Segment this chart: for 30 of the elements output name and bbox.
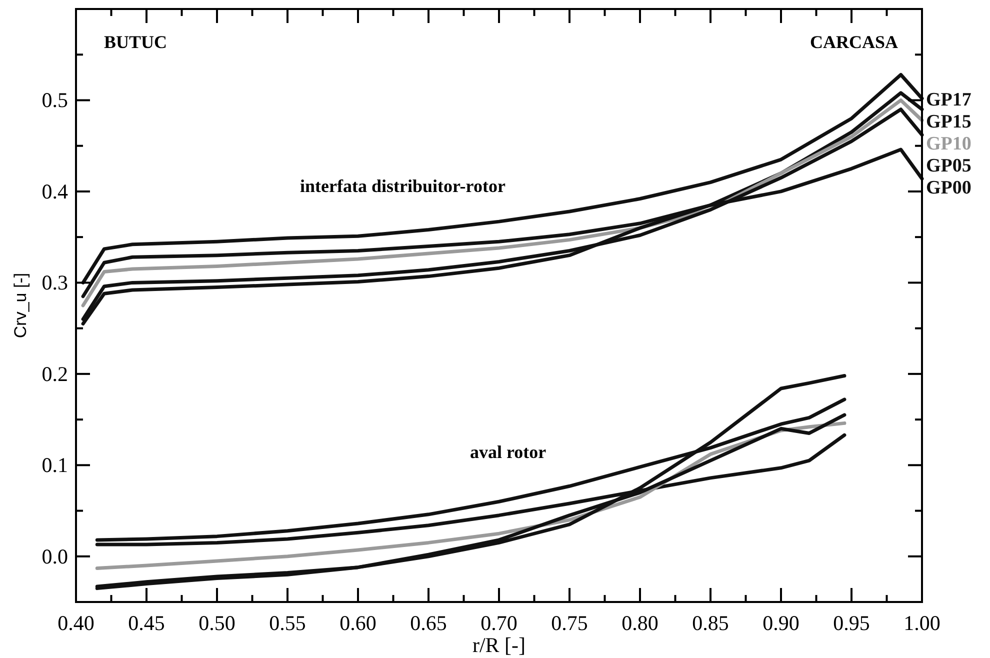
y-tick-label: 0.4 [42, 179, 68, 204]
annotation: interfata distribuitor-rotor [300, 176, 506, 196]
x-tick-label: 1.00 [904, 611, 940, 635]
series-label: GP17 [926, 89, 972, 110]
x-tick-label: 0.90 [762, 611, 800, 635]
x-tick-label: 0.50 [198, 611, 236, 635]
x-tick-label: 0.45 [128, 611, 165, 635]
x-tick-label: 0.95 [833, 611, 870, 635]
x-tick-label: 0.60 [340, 611, 376, 635]
y-tick-label: 0.0 [42, 544, 68, 568]
annotation: BUTUC [104, 32, 168, 52]
y-tick-label: 0.5 [42, 88, 68, 112]
y-tick-label: 0.2 [42, 362, 68, 386]
y-axis-title: Crv_u [-] [11, 272, 30, 338]
x-tick-label: 0.55 [269, 611, 306, 635]
annotation: aval rotor [470, 442, 546, 462]
x-tick-label: 0.40 [58, 611, 94, 635]
series-label: GP05 [926, 155, 972, 176]
series-label: GP15 [926, 111, 972, 132]
x-axis-title: r/R [-] [472, 633, 526, 657]
x-tick-label: 0.70 [480, 611, 518, 635]
y-tick-label: 0.1 [42, 453, 68, 478]
y-tick-label: 0.3 [42, 270, 68, 295]
series-label: GP10 [926, 133, 972, 154]
series-label: GP00 [926, 177, 972, 198]
annotation: CARCASA [810, 32, 898, 52]
x-tick-label: 0.85 [692, 611, 729, 635]
x-tick-label: 0.65 [410, 611, 447, 635]
x-tick-label: 0.75 [551, 611, 588, 635]
x-tick-label: 0.80 [622, 611, 658, 635]
